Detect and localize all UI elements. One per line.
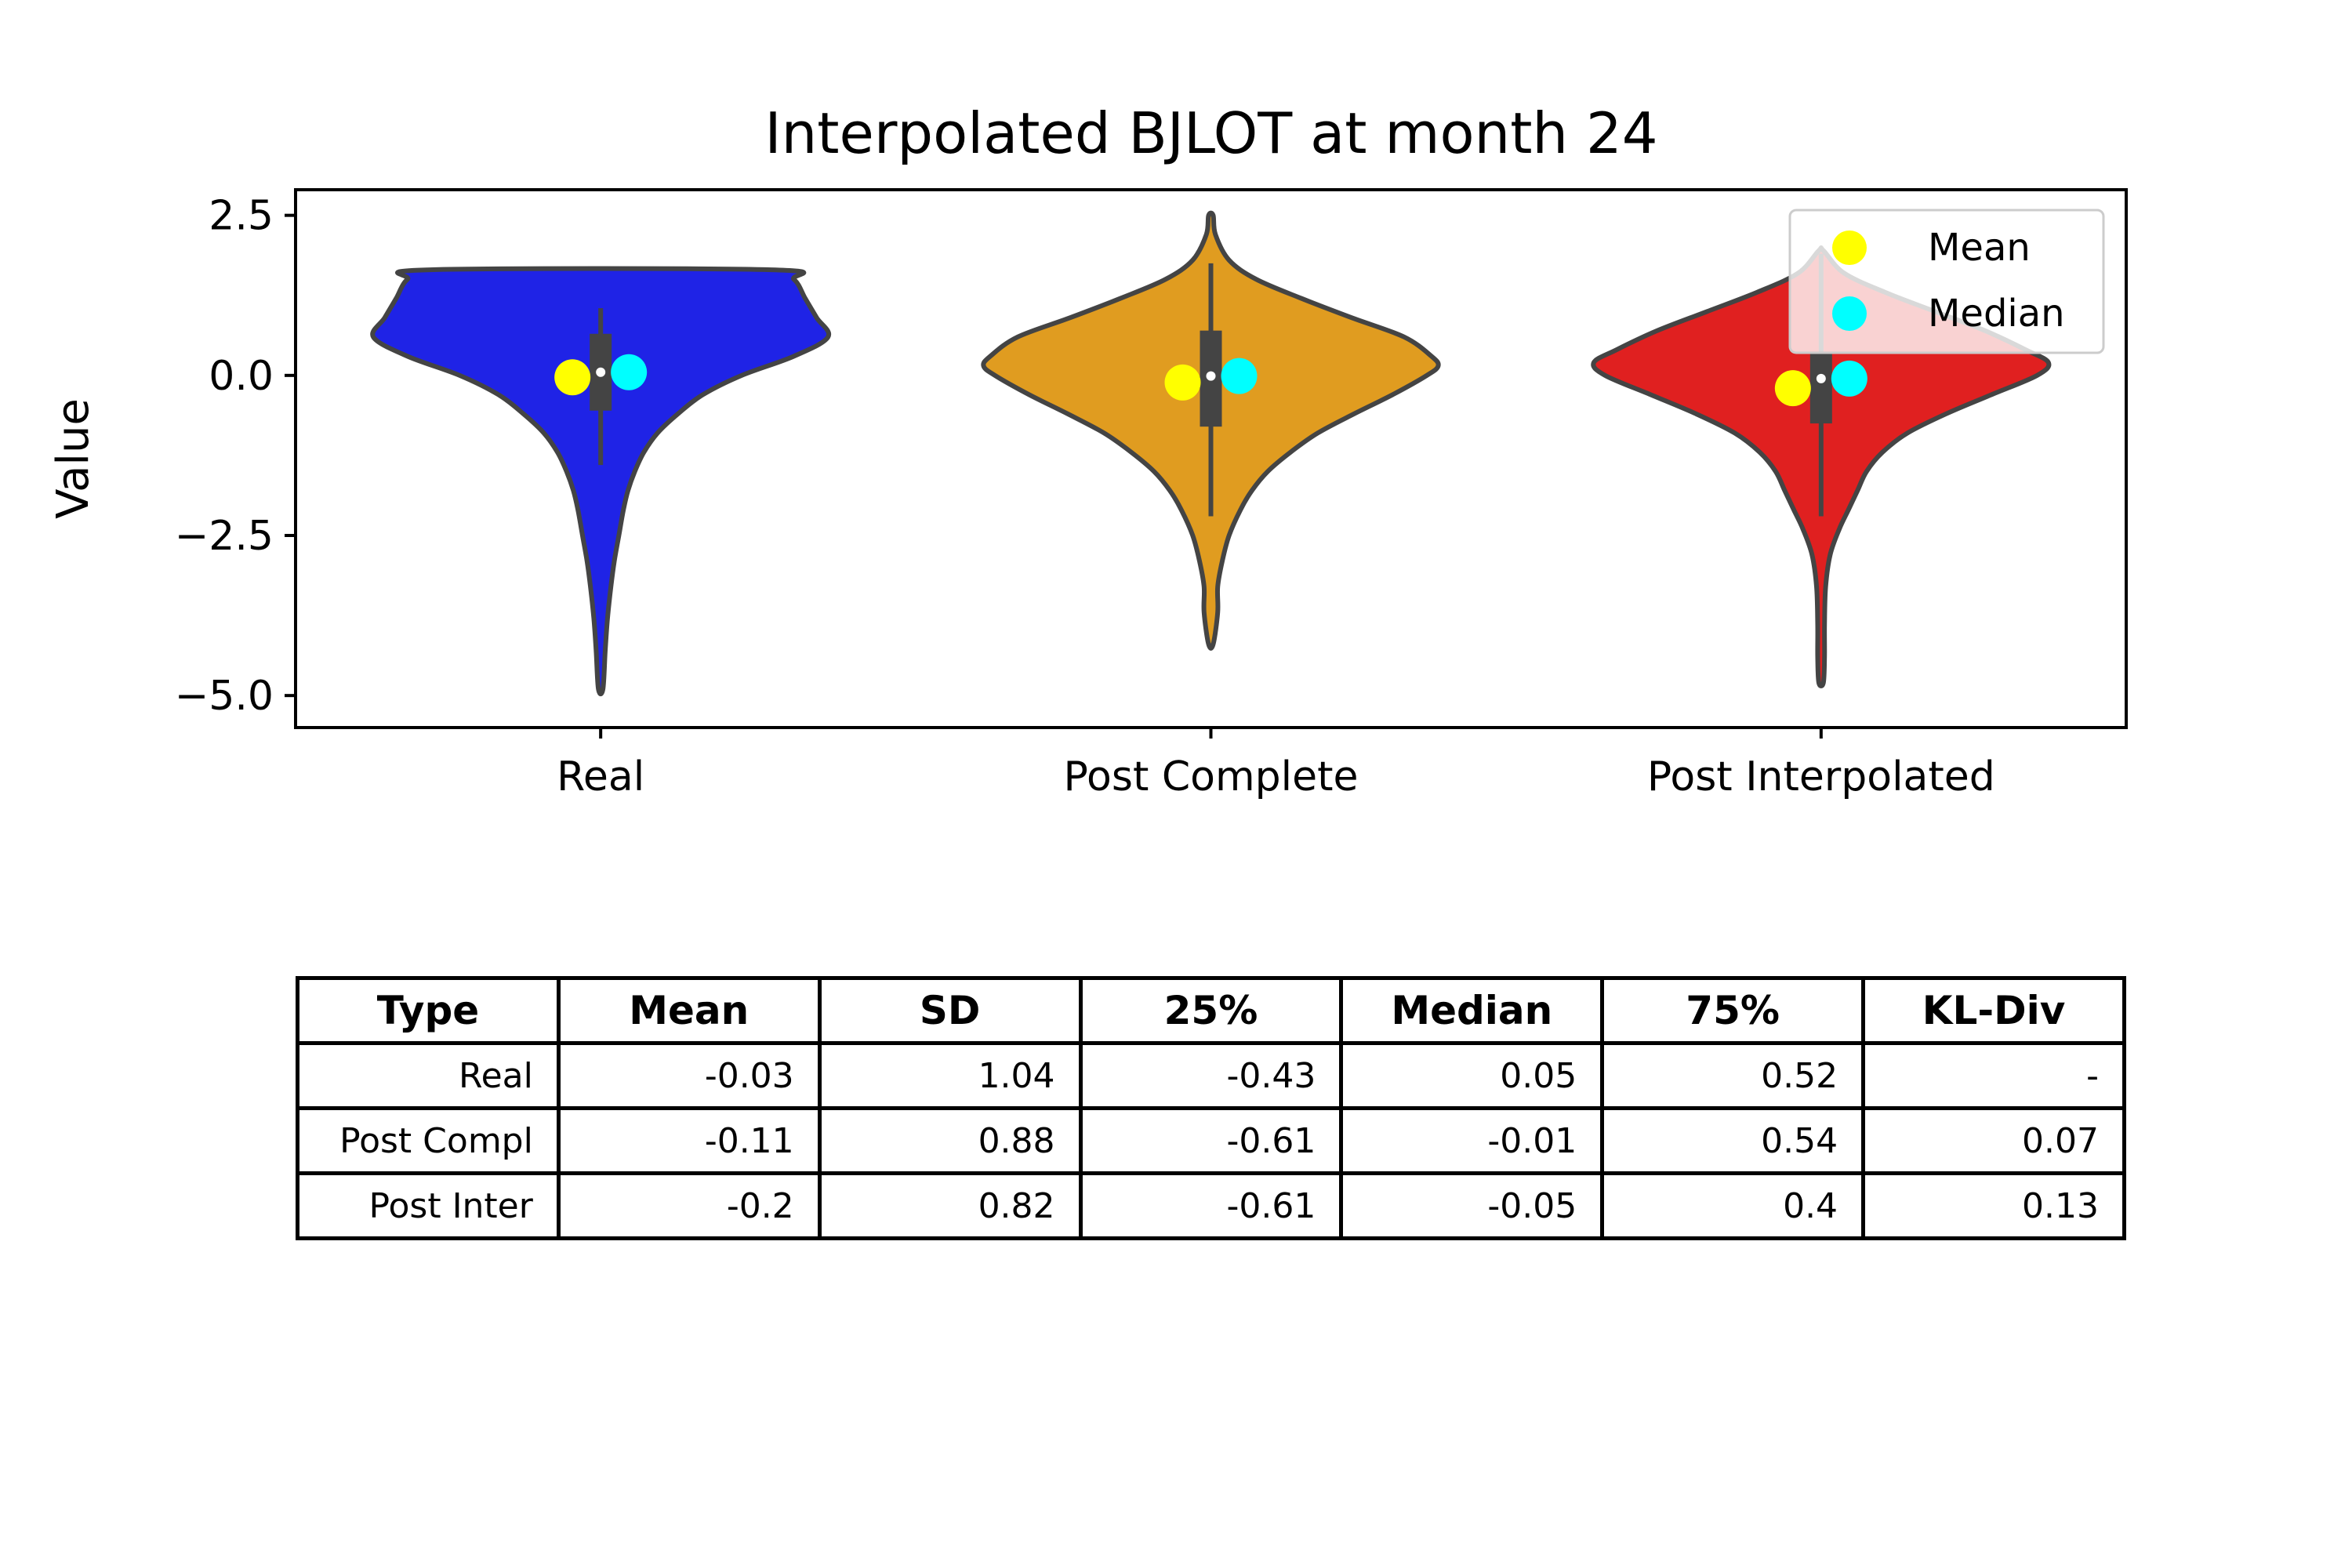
y-axis-ticks: 2.5 0.0 −2.5 −5.0 [175, 193, 296, 720]
y-tick-label: −5.0 [175, 673, 274, 720]
violin-post-interpolated [1591, 245, 2052, 688]
table-cell: 0.13 [1861, 1171, 2126, 1240]
table-row: Post Compl -0.11 0.88 -0.61 -0.01 0.54 0… [296, 1106, 2126, 1175]
legend-box [1788, 209, 2105, 354]
legend-mean-marker [1832, 230, 1867, 265]
table-cell: 0.52 [1600, 1041, 1866, 1110]
table-cell: -0.01 [1339, 1106, 1605, 1175]
chart-title: Interpolated BJLOT at month 24 [764, 100, 1657, 166]
x-tick-label: Post Interpolated [1647, 753, 1995, 800]
table-row: Real -0.03 1.04 -0.43 0.05 0.52 - [296, 1041, 2126, 1110]
header-75: 75% [1600, 976, 1866, 1045]
violin-median-dot [1206, 371, 1216, 381]
table-cell: 0.82 [817, 1171, 1083, 1240]
table-cell: -0.03 [556, 1041, 822, 1110]
table-cell: -0.05 [1339, 1171, 1605, 1240]
legend: Mean Median [1788, 209, 2105, 354]
header-type: Type [296, 976, 561, 1045]
x-tick-label: Real [557, 753, 644, 800]
y-tick-label: 2.5 [209, 193, 274, 240]
mean-marker [1164, 364, 1201, 401]
violins-group [370, 210, 2052, 697]
x-axis-ticks: Real Post Complete Post Interpolated [557, 728, 1995, 800]
header-sd: SD [817, 976, 1083, 1045]
table-header-row: Type Mean SD 25% Median 75% KL-Div [296, 976, 2126, 1045]
violin-real [370, 266, 832, 697]
median-marker [1221, 358, 1258, 394]
table-cell: - [1861, 1041, 2126, 1110]
table-cell: 1.04 [817, 1041, 1083, 1110]
table-cell: Post Compl [296, 1106, 561, 1175]
table-cell: -0.11 [556, 1106, 822, 1175]
median-marker [611, 354, 648, 390]
table-cell: -0.2 [556, 1171, 822, 1240]
mean-marker [1774, 370, 1811, 407]
table-cell: -0.61 [1078, 1171, 1344, 1240]
violin-iqr-box [1809, 353, 1832, 424]
header-mean: Mean [556, 976, 822, 1045]
table-cell: -0.43 [1078, 1041, 1344, 1110]
y-tick-label: −2.5 [175, 513, 274, 560]
table-cell: 0.07 [1861, 1106, 2126, 1175]
table-cell: 0.05 [1339, 1041, 1605, 1110]
header-25: 25% [1078, 976, 1344, 1045]
header-median: Median [1339, 976, 1605, 1045]
table-cell: 0.4 [1600, 1171, 1866, 1240]
legend-median-marker [1832, 296, 1867, 331]
y-tick-label: 0.0 [209, 353, 274, 400]
violin-median-dot [1816, 373, 1826, 383]
x-tick-label: Post Complete [1064, 753, 1359, 800]
table-cell: Real [296, 1041, 561, 1110]
legend-mean-label: Mean [1928, 226, 2031, 270]
header-kl-div: KL-Div [1861, 976, 2126, 1045]
table-cell: Post Inter [296, 1171, 561, 1240]
mean-marker [554, 359, 591, 396]
median-marker [1831, 360, 1867, 397]
y-axis-label: Value [48, 398, 99, 519]
statistics-table: Type Mean SD 25% Median 75% KL-Div Real … [296, 976, 2126, 1240]
table-row: Post Inter -0.2 0.82 -0.61 -0.05 0.4 0.1… [296, 1171, 2126, 1240]
violin-median-dot [596, 367, 606, 377]
table-cell: -0.61 [1078, 1106, 1344, 1175]
violin-body [370, 266, 832, 697]
legend-median-label: Median [1928, 292, 2065, 336]
table-cell: 0.54 [1600, 1106, 1866, 1175]
violin-post-complete [981, 210, 1441, 651]
table-cell: 0.88 [817, 1106, 1083, 1175]
